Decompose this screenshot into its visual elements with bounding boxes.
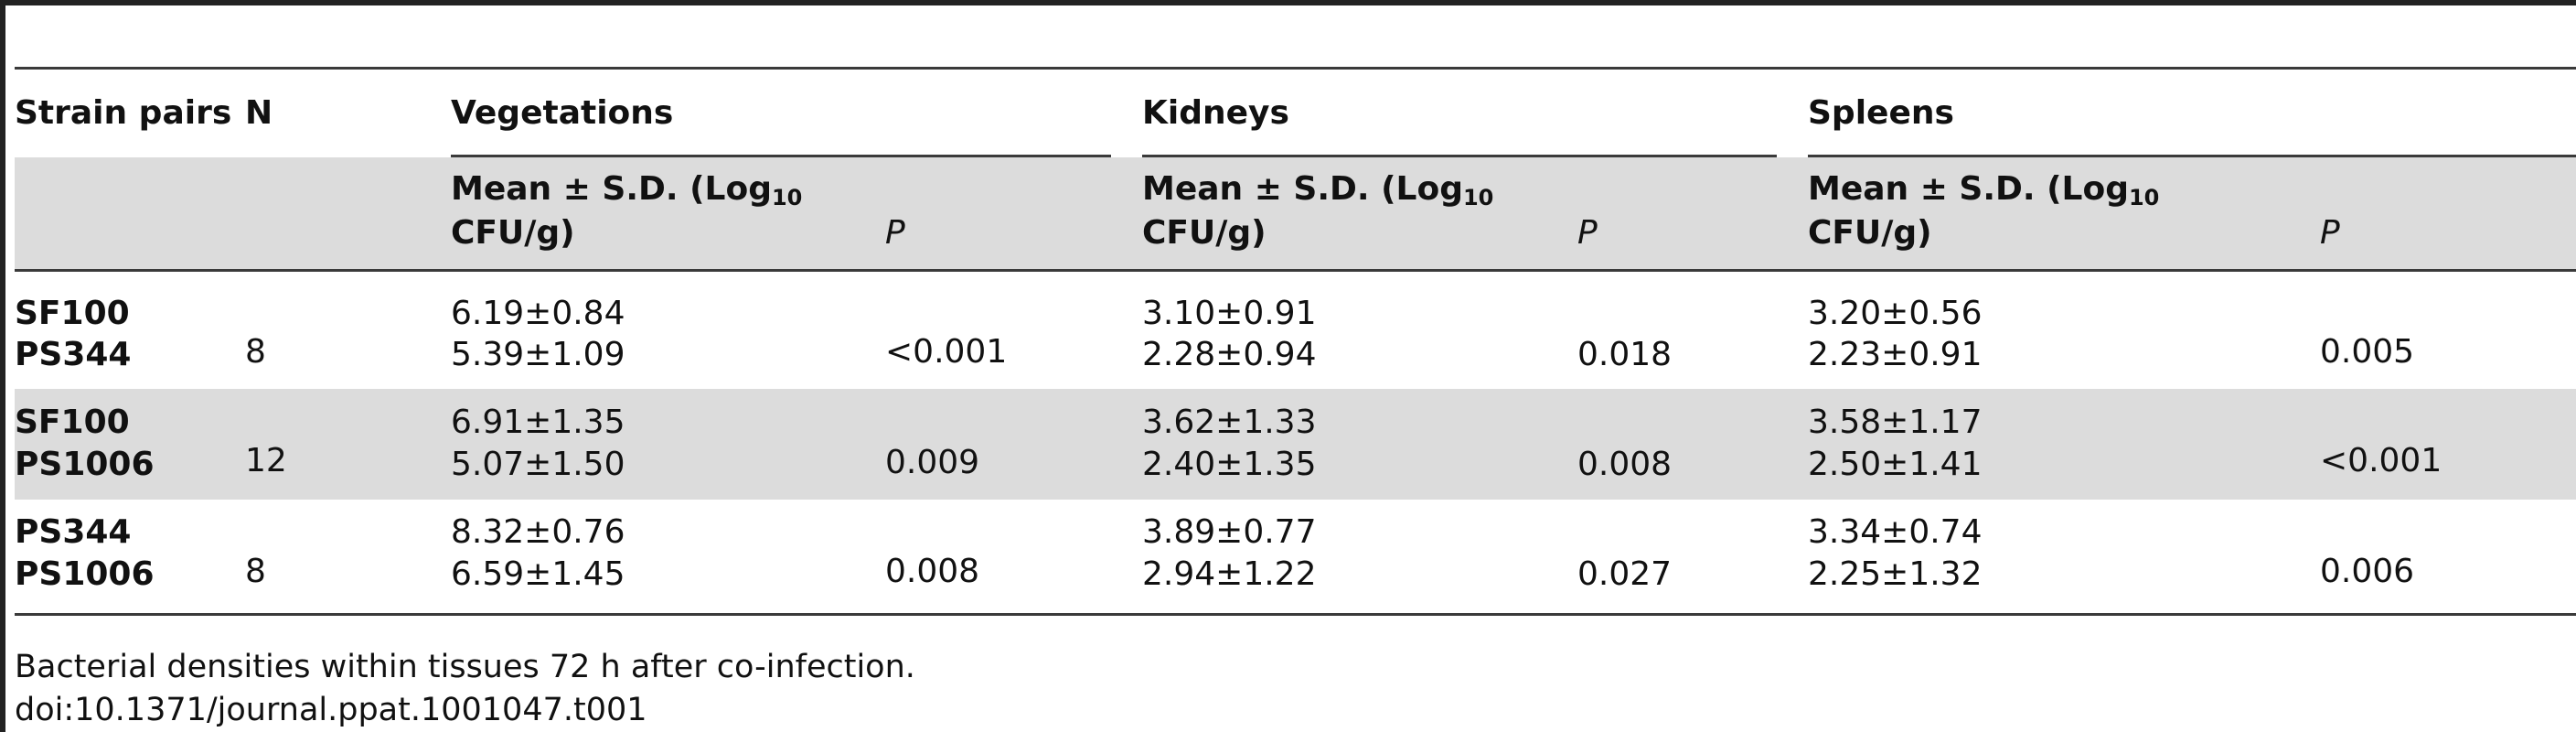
veg-p-value: 0.008 — [885, 553, 980, 590]
header-strain-pairs: Strain pairs — [15, 94, 232, 132]
table-top-rule — [15, 67, 2576, 70]
top-border — [0, 0, 2576, 5]
kid-mean-b: 2.40±1.35 — [1142, 446, 1317, 483]
veg-mean-b: 5.07±1.50 — [451, 446, 625, 483]
header-band — [15, 157, 2576, 269]
strain-b: PS1006 — [15, 555, 155, 593]
kid-mean-b: 2.94±1.22 — [1142, 555, 1317, 593]
veg-p-value: 0.009 — [885, 444, 980, 481]
kid-p-value: 0.018 — [1577, 336, 1673, 373]
header-bottom-rule — [15, 269, 2576, 272]
spl-p-value: 0.005 — [2320, 333, 2415, 371]
spl-mean-b: 2.50±1.41 — [1808, 446, 1983, 483]
spl-p-value: <0.001 — [2320, 442, 2442, 479]
header-kid-mean-sd: Mean ± S.D. (Log10 CFU/g) — [1142, 170, 1494, 252]
strain-a: PS344 — [15, 513, 132, 551]
header-veg-p: P — [885, 214, 905, 252]
header-veg-mean-sd: Mean ± S.D. (Log10 CFU/g) — [451, 170, 803, 252]
kid-mean-b: 2.28±0.94 — [1142, 336, 1317, 373]
kid-p-value: 0.008 — [1577, 446, 1673, 483]
header-kid-p: P — [1577, 214, 1598, 252]
strain-a: SF100 — [15, 404, 130, 441]
veg-mean-b: 6.59±1.45 — [451, 555, 625, 593]
doi-text: doi:10.1371/journal.ppat.1001047.t001 — [15, 692, 647, 728]
spl-mean-b: 2.23±0.91 — [1808, 336, 1983, 373]
header-vegetations: Vegetations — [451, 94, 674, 132]
spl-mean-a: 3.34±0.74 — [1808, 513, 1983, 551]
kid-mean-a: 3.10±0.91 — [1142, 295, 1317, 332]
strain-b: PS1006 — [15, 446, 155, 483]
veg-p-value: <0.001 — [885, 333, 1008, 371]
strain-a: SF100 — [15, 295, 130, 332]
veg-mean-a: 8.32±0.76 — [451, 513, 625, 551]
kid-p-value: 0.027 — [1577, 555, 1673, 593]
header-n: N — [245, 94, 273, 132]
n-value: 12 — [245, 442, 287, 479]
vegetations-rule — [451, 155, 1111, 157]
veg-mean-a: 6.19±0.84 — [451, 295, 625, 332]
spl-p-value: 0.006 — [2320, 553, 2415, 590]
n-value: 8 — [245, 333, 266, 371]
table-caption: Bacterial densities within tissues 72 h … — [15, 649, 915, 685]
spleens-rule — [1808, 155, 2576, 157]
left-border — [0, 0, 5, 732]
header-spl-mean-sd: Mean ± S.D. (Log10 CFU/g) — [1808, 170, 2160, 252]
header-spleens: Spleens — [1808, 94, 1954, 132]
spl-mean-a: 3.20±0.56 — [1808, 295, 1983, 332]
n-value: 8 — [245, 553, 266, 590]
spl-mean-a: 3.58±1.17 — [1808, 404, 1983, 441]
veg-mean-a: 6.91±1.35 — [451, 404, 625, 441]
header-kidneys: Kidneys — [1142, 94, 1289, 132]
veg-mean-b: 5.39±1.09 — [451, 336, 625, 373]
kidneys-rule — [1142, 155, 1777, 157]
kid-mean-a: 3.89±0.77 — [1142, 513, 1317, 551]
spl-mean-b: 2.25±1.32 — [1808, 555, 1983, 593]
row-band — [15, 389, 2576, 500]
header-spl-p: P — [2320, 214, 2340, 252]
table-bottom-rule — [15, 613, 2576, 616]
kid-mean-a: 3.62±1.33 — [1142, 404, 1317, 441]
strain-b: PS344 — [15, 336, 132, 373]
